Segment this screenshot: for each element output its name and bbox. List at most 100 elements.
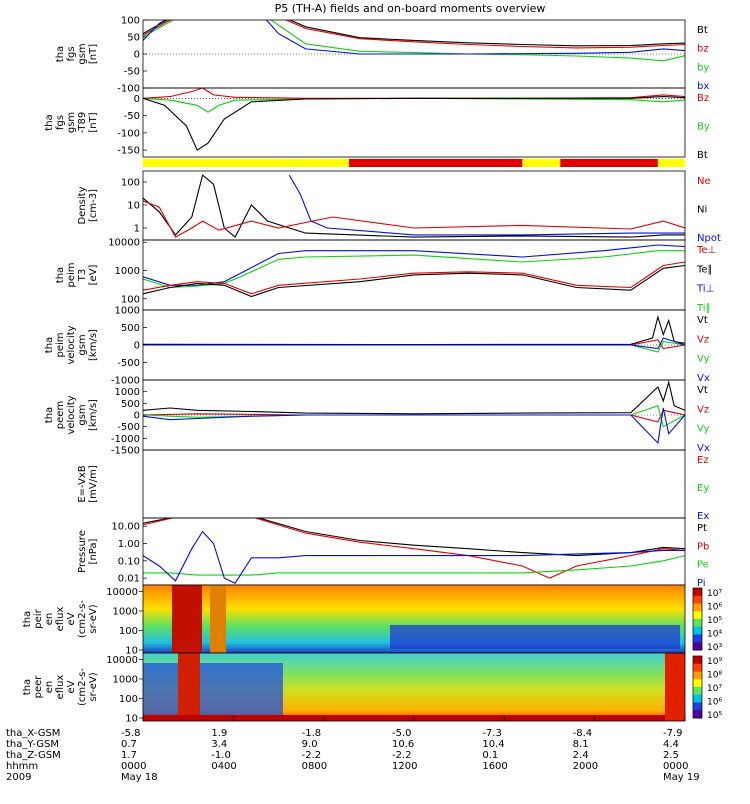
legend-entry: Ex — [697, 511, 709, 522]
colorbar-label: 10⁴ — [707, 630, 722, 640]
legend-entry: bz — [697, 44, 709, 55]
legend-entry: bx — [697, 81, 709, 92]
x-axis-value: -1.0 — [211, 750, 231, 761]
x-axis-value: -5.0 — [392, 728, 412, 739]
y-tick-label: 10000 — [106, 587, 138, 598]
series-Vx-line — [143, 407, 685, 445]
colorbar-swatch — [693, 687, 702, 696]
y-tick-label: -500 — [117, 422, 140, 433]
series-Pe-line — [143, 555, 685, 576]
y-tick-label: 1000 — [113, 606, 138, 617]
series-Npot-line — [288, 174, 685, 236]
x-axis-value: 0000 — [663, 761, 688, 772]
x-axis-value: -2.2 — [392, 750, 412, 761]
y-tick-label: 1000 — [113, 674, 138, 685]
series-Pb-line — [143, 518, 685, 579]
colorbar-label: 10³ — [707, 643, 722, 653]
y-axis-label: tha — [44, 407, 55, 423]
x-axis-value: -7.3 — [482, 728, 502, 739]
y-axis-label: fgs — [66, 46, 77, 61]
x-axis-row-label: 2009 — [6, 772, 31, 783]
y-tick-label: 10.00 — [111, 522, 140, 533]
legend-entry: Bt — [697, 25, 708, 36]
spectrogram-feature — [390, 625, 680, 649]
y-axis-label: [nT] — [88, 112, 99, 132]
y-tick-label: 0 — [134, 411, 140, 422]
legend-entry: Ti⊥ — [696, 284, 714, 295]
legend-entry: Ni — [697, 205, 707, 216]
y-tick-label: 0 — [134, 341, 140, 352]
x-axis-value: 0800 — [302, 761, 327, 772]
legend-entry: Vz — [697, 334, 709, 345]
y-tick-label: 0 — [134, 94, 140, 105]
y-tick-label: 1 — [134, 223, 140, 234]
series-Pi-line — [143, 530, 685, 585]
colorbar-swatch — [693, 642, 702, 651]
y-axis-label: gsm — [77, 334, 88, 355]
colorbar-swatch — [693, 603, 702, 612]
y-tick-label: -50 — [124, 67, 140, 78]
panel-efield: Ez Ey Ex E=-VxB [mV/m] — [77, 449, 709, 522]
y-axis-label: -T89 — [77, 112, 88, 134]
panel-fgs_t89: 0 -50 -100 -150 Bz By Bt tha fgs gsm -T89 [nT] — [44, 87, 710, 161]
y-tick-label: 10 — [125, 646, 138, 657]
panel-frame — [142, 449, 686, 519]
colorbar: 10⁷ 10⁶ 10⁵ 10⁴ 10³ — [692, 587, 722, 653]
panel-frame — [142, 87, 686, 158]
colorbar-swatch — [693, 626, 702, 635]
series-Ni-line — [143, 174, 685, 238]
colorbar-label: 10⁶ — [707, 698, 722, 708]
y-tick-label: 1000 — [115, 387, 140, 398]
legend-entry: Pb — [697, 541, 709, 552]
panel-fgs: 100 50 0 -50 -100 Bt bz by bx tha fgs gsm [nT] — [55, 16, 709, 95]
y-axis-label: peim — [66, 262, 77, 287]
y-tick-label: 0.10 — [118, 556, 140, 567]
y-axis-label: gsm — [77, 404, 88, 425]
x-axis-value: 2.5 — [663, 750, 679, 761]
panel-peer_eflux: 10⁹ 10⁸ 10⁷ 10⁶ 10⁵ 10000 1000 100 10 tha peer en ef… — [22, 652, 722, 725]
spectrogram-feature — [210, 585, 226, 653]
legend-entry: Vz — [697, 404, 709, 415]
series-Vy-line — [143, 340, 685, 353]
y-axis-label: eV — [66, 612, 77, 625]
y-tick-label: 500 — [121, 323, 140, 334]
x-axis-row-label: hhmm — [6, 761, 38, 772]
y-axis-label: [nT] — [88, 44, 99, 64]
y-tick-label: 0.01 — [118, 574, 140, 585]
x-axis-value: 0.7 — [121, 739, 137, 750]
x-axis-value: 1600 — [482, 761, 507, 772]
x-axis-value: -1.8 — [302, 728, 322, 739]
panel-peim_v: 1000 500 0 -500 -1000 Vt Vz Vy Vx tha peim velocity… — [44, 306, 710, 387]
series-Bt-line — [143, 20, 685, 47]
y-tick-label: 100 — [121, 177, 140, 188]
series-Bx-line — [143, 97, 685, 113]
x-axis-row-label: tha_Y-GSM — [6, 739, 59, 750]
y-tick-label: 100 — [119, 626, 138, 637]
series-Vy-line — [143, 404, 685, 428]
y-tick-label: -1000 — [111, 376, 140, 387]
series-Vz-line — [143, 409, 685, 423]
mode-segment — [143, 159, 349, 167]
legend-entry: Vt — [697, 315, 708, 326]
mode-segment — [657, 159, 685, 167]
x-axis-value: -5.8 — [121, 728, 141, 739]
series-bz-line — [143, 20, 685, 49]
colorbar-swatch — [693, 595, 702, 604]
series-Bz-line — [143, 88, 685, 99]
legend-entry: Pt — [697, 523, 707, 534]
legend-entry: Vt — [697, 385, 708, 396]
colorbar-label: 10⁶ — [707, 603, 722, 613]
x-axis-value: 8.1 — [573, 739, 589, 750]
y-tick-label: -1500 — [111, 446, 140, 457]
y-axis-label: sr-eV) — [88, 672, 99, 701]
series-Ti⊥-line — [143, 244, 685, 286]
y-tick-label: -1000 — [111, 434, 140, 445]
y-tick-label: -150 — [117, 146, 140, 157]
x-axis-value: -8.4 — [573, 728, 593, 739]
y-tick-label: 50 — [127, 33, 140, 44]
y-axis-label: gsm — [77, 43, 88, 64]
x-axis-value: May 19 — [663, 772, 700, 783]
colorbar-swatch — [693, 710, 702, 719]
y-axis-label: tha — [55, 46, 66, 62]
